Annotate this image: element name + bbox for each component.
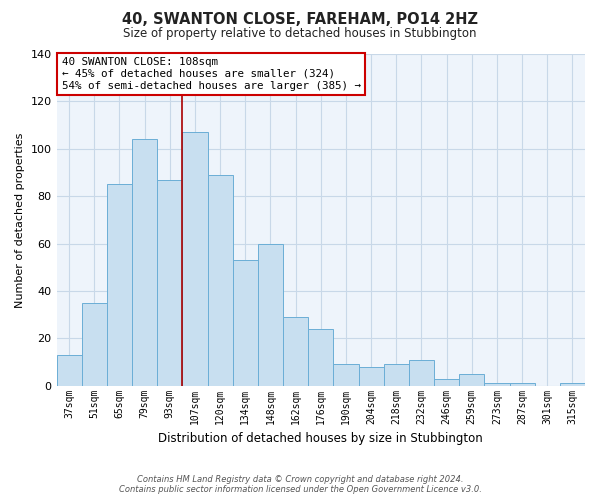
Bar <box>233 260 258 386</box>
Bar <box>484 384 509 386</box>
Bar <box>132 140 157 386</box>
Bar <box>208 175 233 386</box>
Bar <box>334 364 359 386</box>
Bar <box>283 317 308 386</box>
Bar <box>434 378 459 386</box>
Y-axis label: Number of detached properties: Number of detached properties <box>15 132 25 308</box>
Bar <box>509 384 535 386</box>
Bar <box>258 244 283 386</box>
Bar <box>82 302 107 386</box>
X-axis label: Distribution of detached houses by size in Stubbington: Distribution of detached houses by size … <box>158 432 483 445</box>
Bar <box>107 184 132 386</box>
Bar <box>359 366 383 386</box>
Text: 40 SWANTON CLOSE: 108sqm
← 45% of detached houses are smaller (324)
54% of semi-: 40 SWANTON CLOSE: 108sqm ← 45% of detach… <box>62 58 361 90</box>
Bar <box>182 132 208 386</box>
Text: Size of property relative to detached houses in Stubbington: Size of property relative to detached ho… <box>123 28 477 40</box>
Bar <box>56 355 82 386</box>
Bar <box>560 384 585 386</box>
Text: 40, SWANTON CLOSE, FAREHAM, PO14 2HZ: 40, SWANTON CLOSE, FAREHAM, PO14 2HZ <box>122 12 478 28</box>
Bar <box>383 364 409 386</box>
Bar <box>157 180 182 386</box>
Bar <box>308 329 334 386</box>
Bar <box>459 374 484 386</box>
Bar <box>409 360 434 386</box>
Text: Contains HM Land Registry data © Crown copyright and database right 2024.
Contai: Contains HM Land Registry data © Crown c… <box>119 474 481 494</box>
